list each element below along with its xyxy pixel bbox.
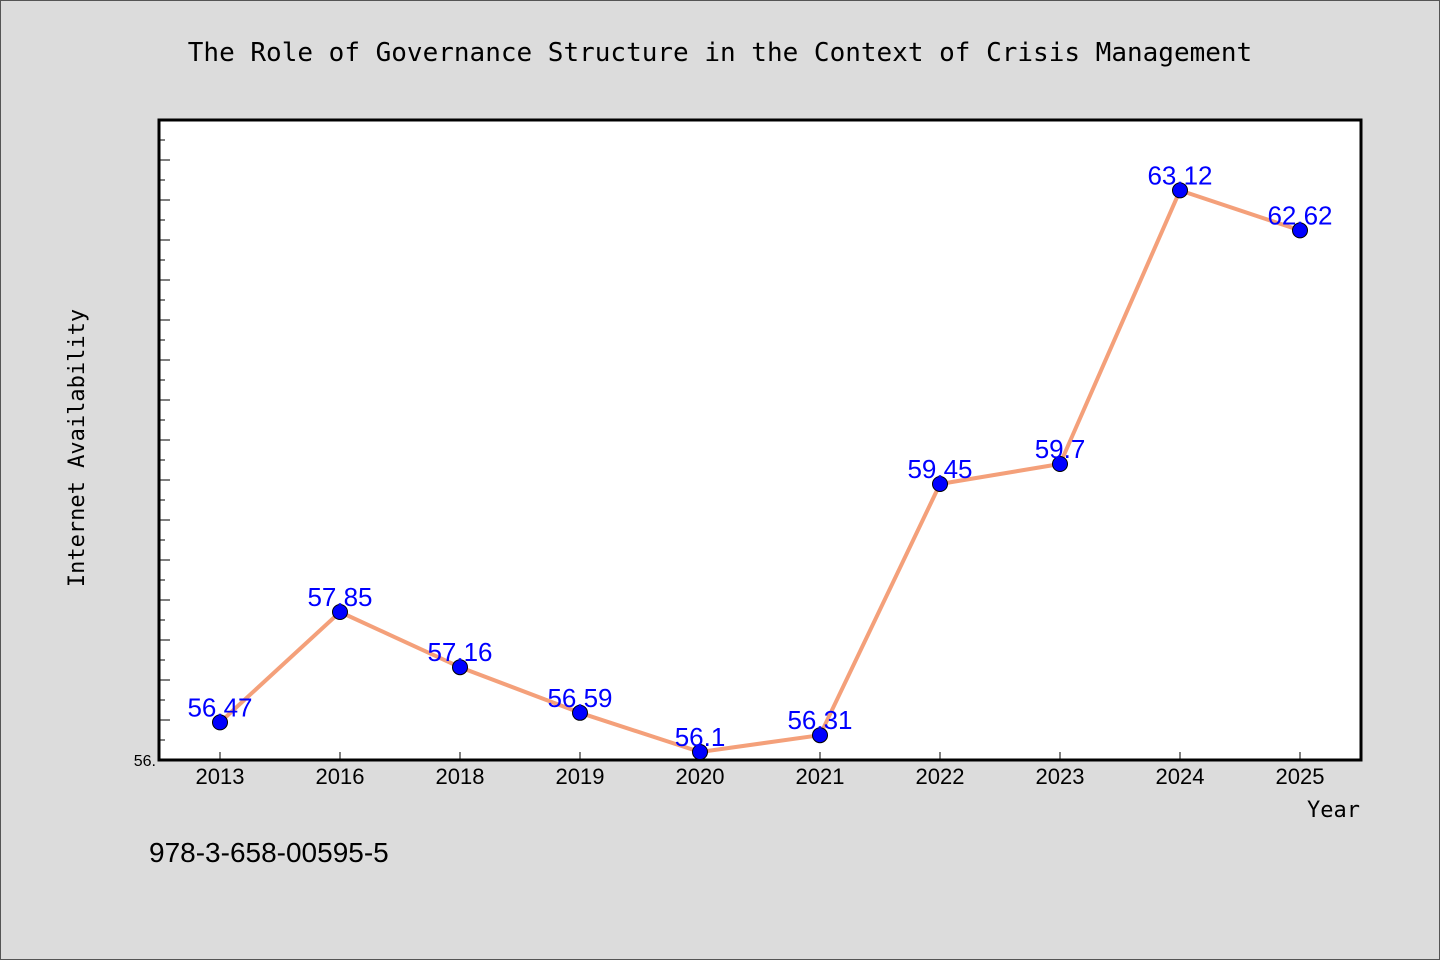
x-tick-label: 2021 (796, 764, 845, 789)
plot-area (157, 118, 1363, 762)
data-point (1052, 456, 1068, 472)
x-tick-label: 2013 (196, 764, 245, 789)
x-axis-label: Year (1307, 798, 1360, 823)
data-point (1292, 222, 1308, 239)
data-markers (212, 182, 1308, 760)
data-label: 57.85 (307, 582, 372, 612)
x-tick-label: 2018 (436, 764, 485, 789)
data-label: 56.31 (787, 705, 852, 735)
data-point (212, 714, 228, 731)
data-point (572, 704, 588, 721)
data-point (332, 604, 348, 620)
data-label: 57.16 (427, 637, 492, 667)
chart-title: The Role of Governance Structure in the … (188, 38, 1252, 68)
x-tick-label: 2016 (316, 764, 365, 789)
x-tick-label: 2019 (556, 764, 605, 789)
y-tick-label: 56. (134, 753, 156, 770)
data-point (452, 659, 468, 676)
y-axis-label: Internet Availability (65, 309, 90, 587)
data-label: 59.45 (907, 454, 972, 484)
data-label: 56.47 (187, 692, 252, 722)
data-label: 59.7 (1035, 434, 1086, 464)
x-tick-label: 2020 (676, 764, 725, 789)
y-axis-ticks: 56. (134, 119, 170, 770)
isbn-text: 978-3-658-00595-5 (149, 837, 389, 868)
x-tick-label: 2023 (1036, 764, 1085, 789)
data-label: 56.1 (675, 722, 726, 752)
x-axis-ticks: 2013 2016 2018 2019 2020 2021 2022 2023 2024 2025 (196, 752, 1325, 789)
data-label: 63.12 (1147, 160, 1212, 190)
series-line (218, 188, 1301, 754)
data-labels: 56.47 57.85 57.16 56.59 56.1 56.31 59.45 59.7 63… (187, 160, 1332, 752)
data-point (812, 727, 828, 744)
data-label: 62.62 (1267, 200, 1332, 230)
data-label: 56.59 (547, 683, 612, 713)
data-point (1172, 182, 1188, 199)
x-tick-label: 2022 (916, 764, 965, 789)
x-tick-label: 2024 (1156, 764, 1205, 789)
data-point (932, 476, 948, 492)
x-tick-label: 2025 (1276, 764, 1325, 789)
data-point (692, 744, 708, 760)
